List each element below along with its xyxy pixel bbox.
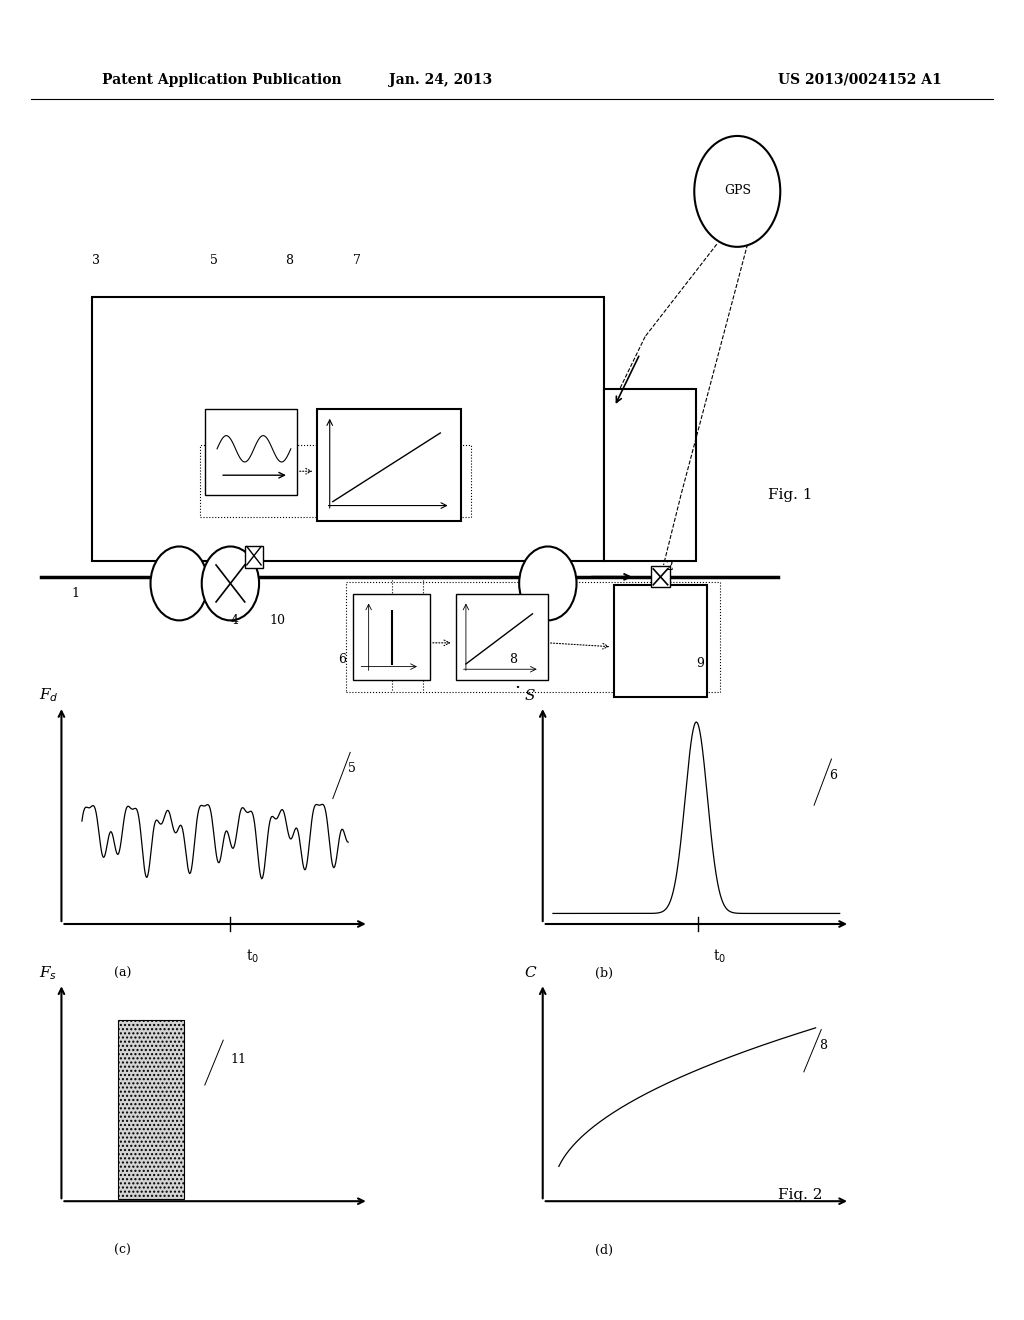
Bar (200, 445, 471, 517)
Text: (b): (b) (595, 966, 613, 979)
Text: 11: 11 (230, 1052, 247, 1065)
Text: GPS: GPS (724, 183, 751, 197)
Text: 5: 5 (348, 762, 356, 775)
Text: Fig. 1: Fig. 1 (768, 488, 812, 502)
Text: 7: 7 (353, 253, 361, 267)
Text: F$_d$: F$_d$ (39, 686, 58, 705)
Text: (a): (a) (115, 966, 131, 979)
Text: t$_0$: t$_0$ (713, 948, 726, 965)
Text: 2: 2 (666, 560, 674, 573)
Circle shape (202, 546, 259, 620)
Text: ·: · (514, 678, 520, 697)
Text: Fig. 2: Fig. 2 (778, 1188, 822, 1201)
Bar (456, 594, 548, 680)
Text: t$_0$: t$_0$ (246, 948, 259, 965)
Circle shape (151, 546, 208, 620)
Bar (245, 546, 263, 568)
Bar (651, 566, 670, 587)
Text: 1: 1 (72, 586, 80, 599)
Text: US 2013/0024152 A1: US 2013/0024152 A1 (778, 73, 942, 87)
Text: (c): (c) (115, 1243, 131, 1257)
Text: 6: 6 (338, 652, 346, 665)
Text: 8: 8 (819, 1039, 827, 1052)
Text: 10: 10 (269, 614, 286, 627)
Bar (353, 594, 430, 680)
Text: Patent Application Publication: Patent Application Publication (102, 73, 342, 87)
Bar (205, 409, 297, 495)
Text: 9: 9 (696, 656, 705, 669)
Bar (614, 585, 707, 697)
Text: 4: 4 (230, 614, 239, 627)
Bar (92, 297, 604, 561)
Bar (118, 1020, 184, 1199)
Bar (604, 389, 696, 561)
Text: 6: 6 (829, 768, 838, 781)
Text: Jan. 24, 2013: Jan. 24, 2013 (389, 73, 492, 87)
Text: 8: 8 (285, 253, 293, 267)
Text: S: S (524, 689, 535, 702)
Text: (d): (d) (595, 1243, 613, 1257)
Text: 5: 5 (210, 253, 218, 267)
Bar (346, 582, 720, 692)
Circle shape (694, 136, 780, 247)
Circle shape (519, 546, 577, 620)
Text: 8: 8 (509, 652, 517, 665)
Bar (317, 409, 461, 521)
Text: 3: 3 (92, 253, 100, 267)
Text: C: C (524, 966, 536, 979)
Text: F$_s$: F$_s$ (39, 964, 57, 982)
